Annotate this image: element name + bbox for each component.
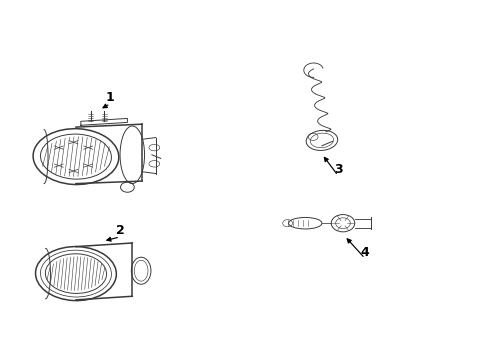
Text: 1: 1 (106, 91, 115, 104)
Text: 2: 2 (116, 224, 124, 237)
Text: 3: 3 (334, 163, 343, 176)
Text: 4: 4 (361, 246, 369, 258)
